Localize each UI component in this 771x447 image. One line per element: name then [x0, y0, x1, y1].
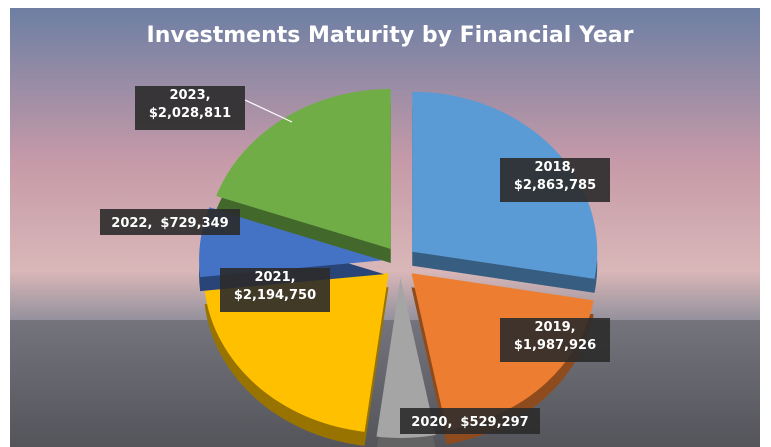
label-box [500, 158, 610, 202]
data-label: 2023, $2,028,811 [149, 88, 231, 121]
chart-title: Investments Maturity by Financial Year [147, 23, 634, 48]
label-value: $729,349 [160, 216, 228, 231]
slice [204, 273, 389, 432]
data-label: 2021, $2,194,750 [234, 270, 316, 303]
label-box [135, 86, 245, 130]
slice [376, 277, 436, 438]
label-box [100, 209, 240, 235]
data-label: 2020, $529,297 [411, 415, 528, 430]
data-label: 2018, $2,863,785 [514, 160, 596, 193]
data-labels: 2018, $2,863,785 2019, $1,987,926 2020, $529,… [100, 86, 610, 434]
label-category: 2018, [534, 160, 575, 175]
label-value: $1,987,926 [514, 338, 596, 353]
data-label: 2022, $729,349 [111, 216, 228, 231]
slice [199, 207, 385, 278]
label-value: $2,028,811 [149, 106, 231, 121]
leader-line [244, 99, 293, 123]
data-label: 2019, $1,987,926 [514, 320, 596, 353]
label-category: 2023, [169, 88, 210, 103]
label-category: 2022, [111, 216, 152, 231]
slice [216, 88, 391, 249]
label-box [500, 318, 610, 362]
label-value: $2,863,785 [514, 178, 596, 193]
label-value: $2,194,750 [234, 288, 316, 303]
label-category: 2020, [411, 415, 452, 430]
label-box [220, 268, 330, 312]
label-box [400, 408, 540, 434]
label-category: 2021, [254, 270, 295, 285]
label-category: 2019, [534, 320, 575, 335]
label-value: $529,297 [460, 415, 528, 430]
